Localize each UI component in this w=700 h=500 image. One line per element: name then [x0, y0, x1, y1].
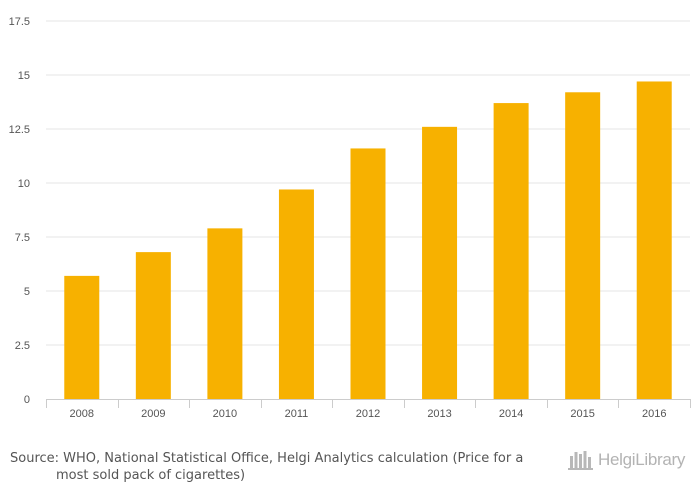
x-tick-label: 2016 — [642, 408, 666, 420]
helgi-library-building-icon — [568, 451, 593, 470]
y-tick-label: 5 — [24, 286, 30, 298]
x-tick-label: 2009 — [141, 408, 165, 420]
bar-2011 — [278, 189, 314, 399]
y-tick-label: 10 — [18, 178, 30, 190]
y-tick-label: 7.5 — [15, 232, 30, 244]
bar-2016 — [636, 81, 672, 399]
bar-2014 — [493, 103, 529, 399]
x-tick-label: 2010 — [213, 408, 237, 420]
y-tick-label: 0 — [24, 394, 30, 406]
x-tick-label: 2014 — [499, 408, 523, 420]
x-axis: 2008 2009 2010 2011 2012 2013 2014 2015 2016 — [46, 399, 691, 420]
y-tick-label: 15 — [18, 70, 30, 82]
bars — [64, 81, 672, 399]
y-tick-label: 12.5 — [9, 124, 30, 136]
y-tick-label: 2.5 — [15, 340, 30, 352]
x-tick-label: 2011 — [285, 408, 309, 420]
bar-chart: 0 2.5 5 7.5 10 12.5 15 17.5 2008 2009 2010 2011 201… — [9, 16, 691, 420]
source-line-1: Source: WHO, National Statistical Office… — [10, 451, 524, 466]
bar-2012 — [350, 148, 386, 399]
x-tick-label: 2015 — [570, 408, 594, 420]
helgi-library-logo[interactable]: HelgiLibrary — [568, 449, 685, 471]
x-tick-label: 2008 — [70, 408, 94, 420]
logo-text: HelgiLibrary — [598, 450, 686, 469]
x-tick-label: 2012 — [356, 408, 380, 420]
bar-2008 — [64, 275, 100, 399]
x-tick-label: 2013 — [427, 408, 451, 420]
bar-2009 — [135, 252, 171, 399]
y-axis: 0 2.5 5 7.5 10 12.5 15 17.5 — [9, 16, 30, 406]
chart-footer: Source: WHO, National Statistical Office… — [0, 440, 700, 500]
bar-2013 — [422, 126, 458, 399]
source-note: Source: WHO, National Statistical Office… — [10, 450, 540, 484]
y-tick-label: 17.5 — [9, 16, 30, 28]
bar-2010 — [207, 228, 243, 399]
source-line-2: most sold pack of cigarettes) — [56, 468, 246, 483]
bar-2015 — [565, 92, 601, 399]
